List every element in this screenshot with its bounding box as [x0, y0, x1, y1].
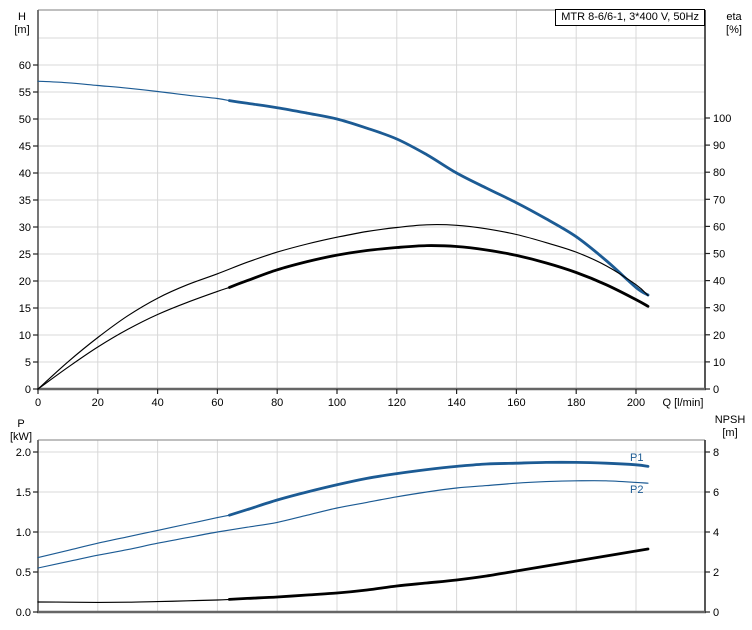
power-npsh-chart-svg: 0.0 0.5 1.0 1.5 2.0 0 2 4 6 8	[16, 439, 719, 619]
eta-axis-label: eta [%]	[718, 11, 750, 37]
h-tick-label: 15	[19, 303, 31, 315]
q-tick-label: 60	[211, 397, 223, 409]
p-tick-label: 0.0	[16, 607, 31, 619]
npsh-axis-label: NPSH [m]	[708, 414, 752, 440]
h-tick-label: 55	[19, 87, 31, 99]
q-tick-label: 180	[567, 397, 585, 409]
h-tick-label: 45	[19, 141, 31, 153]
q-tick-label: 200	[627, 397, 645, 409]
h-tick-label: 5	[25, 357, 31, 369]
H-curve	[228, 99, 650, 297]
h-tick-label: 60	[19, 60, 31, 72]
npsh-tick-label: 0	[713, 607, 719, 619]
q-axis-unit-label: Q [l/min]	[663, 397, 704, 409]
h-axis-label: H [m]	[8, 11, 36, 37]
h-tick-label: 0	[25, 384, 31, 396]
P1-curve	[228, 460, 650, 517]
q-tick-label: 80	[271, 397, 283, 409]
P1-curve	[37, 514, 230, 559]
h-tick-label: 10	[19, 330, 31, 342]
q-tick-label: 40	[151, 397, 163, 409]
npsh-axis-label-line1: NPSH	[714, 414, 746, 426]
power-npsh-chart: 0.0 0.5 1.0 1.5 2.0 0 2 4 6 8	[0, 415, 752, 625]
h-tick-label: 30	[19, 222, 31, 234]
p-axis-label: P [kW]	[4, 418, 38, 444]
eta-tick-label: 60	[713, 221, 725, 233]
npsh-tick-label: 8	[713, 447, 719, 459]
eta-tick-label: 30	[713, 303, 725, 315]
eta-tick-label: 70	[713, 194, 725, 206]
p-axis-label-line1: P	[17, 418, 25, 430]
p-tick-label: 1.0	[16, 527, 31, 539]
eta-thick-curve	[228, 244, 650, 308]
h-tick-label: 25	[19, 249, 31, 261]
p-tick-label: 2.0	[16, 447, 31, 459]
eta-axis-label-line1: eta	[726, 11, 742, 23]
p-axis-label-line2: [kW]	[10, 431, 32, 443]
h-tick-label: 50	[19, 114, 31, 126]
eta-thick-curve	[37, 286, 230, 390]
eta-tick-label: 10	[713, 357, 725, 369]
eta-tick-label: 20	[713, 330, 725, 342]
hq-eta-chart-svg: 0 5 10 15 20 25 30 35 40 45 50 55 60 0 10 20 30 40 50 60 70 8…	[19, 9, 731, 409]
p-tick-label: 0.5	[16, 567, 31, 579]
q-tick-label: 140	[447, 397, 465, 409]
npsh-tick-label: 2	[713, 567, 719, 579]
P2-curve	[37, 480, 649, 569]
H-curve	[37, 80, 230, 102]
h-tick-label: 35	[19, 195, 31, 207]
hq-eta-chart: 0 5 10 15 20 25 30 35 40 45 50 55 60 0 10 20 30 40 50 60 70 8…	[19, 9, 731, 409]
eta-axis-label-line2: [%]	[726, 24, 742, 36]
p1-curve-label: P1	[630, 452, 644, 464]
q-tick-label: 160	[507, 397, 525, 409]
eta-thin-curve	[37, 224, 649, 390]
h-tick-label: 20	[19, 276, 31, 288]
eta-tick-label: 100	[713, 113, 731, 125]
npsh-axis-label-line2: [m]	[722, 427, 738, 439]
eta-tick-label: 90	[713, 140, 725, 152]
npsh-tick-label: 4	[713, 527, 719, 539]
q-tick-label: 120	[388, 397, 406, 409]
p-tick-label: 1.5	[16, 487, 31, 499]
eta-tick-label: 0	[713, 384, 719, 396]
NPSH-curve	[37, 598, 230, 603]
eta-tick-label: 80	[713, 167, 725, 179]
q-tick-label: 20	[92, 397, 104, 409]
q-tick-label: 100	[328, 397, 346, 409]
q-tick-label: 0	[35, 397, 41, 409]
h-tick-label: 40	[19, 168, 31, 180]
p2-curve-label: P2	[630, 484, 644, 496]
h-axis-label-line1: H	[18, 11, 26, 23]
NPSH-curve	[228, 547, 650, 601]
pump-title-box: MTR 8-6/6-1, 3*400 V, 50Hz	[555, 9, 705, 26]
eta-tick-label: 50	[713, 249, 725, 261]
eta-tick-label: 40	[713, 276, 725, 288]
npsh-tick-label: 6	[713, 487, 719, 499]
h-axis-label-line2: [m]	[14, 24, 30, 36]
